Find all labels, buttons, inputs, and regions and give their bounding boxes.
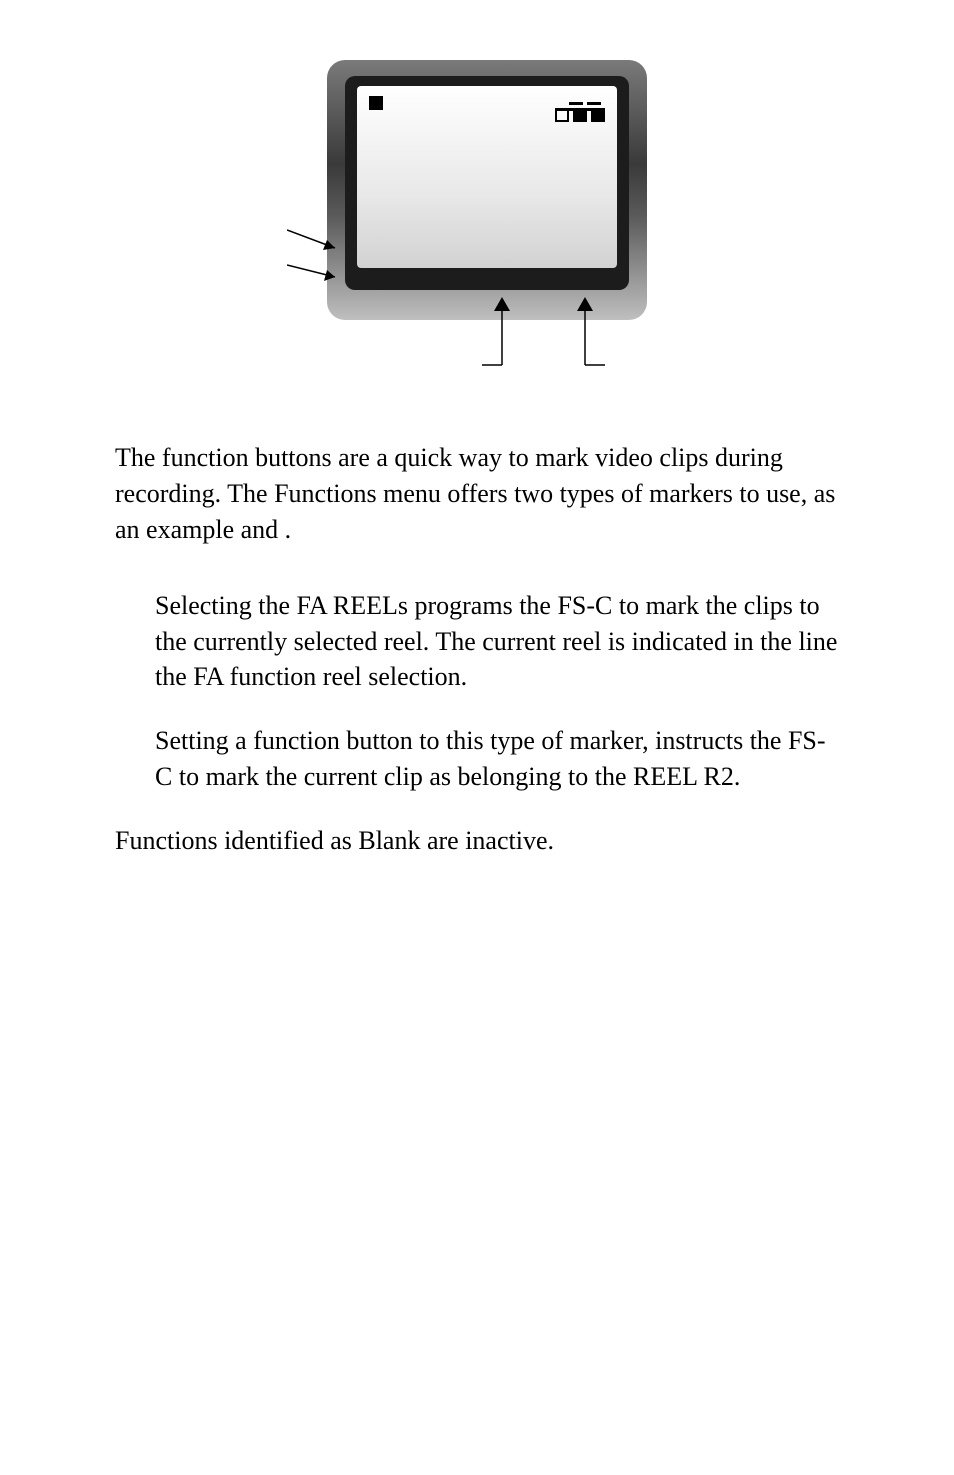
- callout-arrow-icon: [482, 295, 522, 375]
- reel-r2-body: Setting a function button to this type o…: [155, 723, 839, 795]
- intro-text-end: .: [285, 515, 292, 544]
- fa-body-b: the FA function reel selection.: [155, 662, 467, 691]
- reel-r2-section: Setting a function button to this type o…: [155, 723, 839, 795]
- figure-container: [115, 60, 839, 390]
- intro-text-a: The function buttons are a quick way to …: [115, 443, 835, 544]
- blank-note: Functions identified as Blank are inacti…: [115, 823, 839, 859]
- page: The function buttons are a quick way to …: [0, 0, 954, 959]
- fa-reels-body: Selecting the FA REELs programs the FS-C…: [155, 588, 839, 696]
- fa-body-a: Selecting the FA REELs programs the FS-C…: [155, 591, 837, 656]
- callout-arrow-icon: [287, 220, 357, 260]
- intro-text-and: and: [241, 515, 285, 544]
- intro-paragraph: The function buttons are a quick way to …: [115, 440, 839, 548]
- callout-arrow-icon: [565, 295, 605, 375]
- record-indicator-icon: [369, 96, 383, 110]
- callout-arrow-icon: [287, 255, 357, 295]
- device-figure: [287, 60, 667, 390]
- fa-reels-section: Selecting the FA REELs programs the FS-C…: [155, 588, 839, 696]
